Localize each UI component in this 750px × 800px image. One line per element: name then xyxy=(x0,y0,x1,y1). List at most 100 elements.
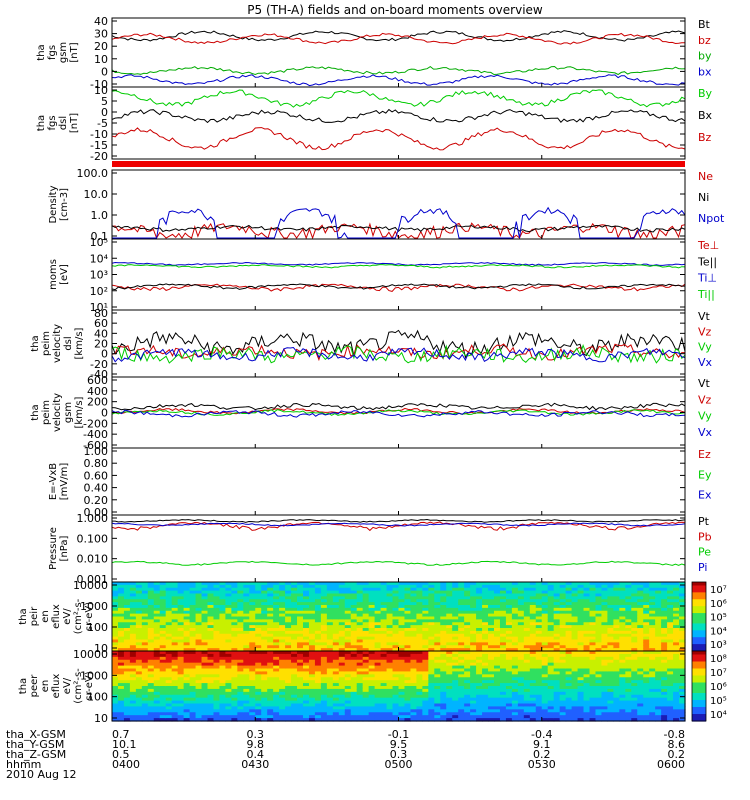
spectrogram-cell xyxy=(165,616,173,620)
spectrogram-cell xyxy=(613,642,620,646)
spectrogram-cell xyxy=(547,625,555,629)
spectrogram-cell xyxy=(422,648,429,652)
spectrogram-cell xyxy=(165,602,173,606)
spectrogram-cell xyxy=(553,648,561,652)
spectrogram-cell xyxy=(141,712,149,716)
spectrogram-cell xyxy=(488,625,495,629)
spectrogram-cell xyxy=(141,628,149,632)
spectrogram-cell xyxy=(404,633,412,638)
spectrogram-cell xyxy=(189,691,197,696)
spectrogram-cell xyxy=(213,613,221,618)
spectrogram-cell xyxy=(303,636,310,641)
spectrogram-cell xyxy=(476,584,483,589)
spectrogram-cell xyxy=(464,651,471,655)
spectrogram-cell xyxy=(231,706,238,710)
spectrogram-cell xyxy=(446,709,453,713)
spectrogram-cell xyxy=(177,674,185,678)
spectrogram-cell xyxy=(416,625,423,629)
spectrogram-cell xyxy=(129,599,137,603)
spectrogram-cell xyxy=(434,645,441,649)
spectrogram-cell xyxy=(386,630,394,635)
spectrogram-cell xyxy=(267,642,274,646)
spectrogram-cell xyxy=(314,683,322,687)
spectrogram-cell xyxy=(595,625,603,629)
spectrogram-cell xyxy=(344,630,352,635)
spectrogram-cell xyxy=(338,706,346,710)
spectrogram-cell xyxy=(482,648,489,652)
spectrogram-cell xyxy=(410,668,418,673)
spectrogram-cell xyxy=(583,619,591,623)
spectrogram-cell xyxy=(308,651,316,655)
spectrogram-cell xyxy=(165,671,173,675)
spectrogram-cell xyxy=(183,703,191,708)
spectrogram-cell xyxy=(541,700,549,705)
spectrogram-cell xyxy=(667,712,674,716)
legend-Npot: Npot xyxy=(698,212,725,225)
spectrogram-cell xyxy=(112,607,119,612)
spectrogram-cell xyxy=(129,677,137,681)
spectrogram-cell xyxy=(398,616,406,620)
legend-Ez: Ez xyxy=(698,448,711,461)
spectrogram-cell xyxy=(613,605,620,609)
spectrogram-cell xyxy=(356,625,364,629)
spectrogram-cell xyxy=(446,613,453,618)
spectrogram-cell xyxy=(303,648,310,652)
spectrogram-cell xyxy=(147,700,155,705)
spectrogram-cell xyxy=(565,602,573,606)
spectrogram-cell xyxy=(565,639,573,643)
spectrogram-cell xyxy=(649,625,656,629)
spectrogram-cell xyxy=(517,584,525,589)
spectrogram-cell xyxy=(123,619,131,623)
spectrogram-cell xyxy=(308,706,316,710)
spectrogram-cell xyxy=(255,648,262,652)
spectrogram-cell xyxy=(601,703,609,708)
spectrogram-cell xyxy=(177,619,185,623)
spectrogram-cell xyxy=(446,607,453,612)
spectrogram-cell xyxy=(523,703,531,708)
spectrogram-cell xyxy=(553,613,561,618)
spectrogram-cell xyxy=(446,706,453,710)
spectrogram-cell xyxy=(303,590,310,595)
spectrogram-cell xyxy=(141,671,149,675)
spectrogram-cell xyxy=(655,596,662,600)
spectrogram-cell xyxy=(171,651,179,655)
spectrogram-cell xyxy=(374,590,382,595)
spectrogram-cell xyxy=(440,642,447,646)
spectrogram-cell xyxy=(380,671,388,675)
spectrogram-cell xyxy=(494,718,501,722)
spectrogram-cell xyxy=(416,671,423,675)
spectrogram-cell xyxy=(458,648,465,652)
spectrogram-cell xyxy=(189,610,197,615)
spectrogram-cell xyxy=(595,596,603,600)
spectrogram-cell xyxy=(392,642,400,646)
spectrogram-cell xyxy=(470,712,477,716)
spectrogram-cell xyxy=(243,671,250,675)
spectrogram-cell xyxy=(643,630,650,635)
spectrogram-cell xyxy=(404,636,412,641)
spectrogram-cell xyxy=(314,665,322,670)
spectrogram-cell xyxy=(434,715,441,719)
spectrogram-cell xyxy=(350,662,358,667)
spectrogram-cell xyxy=(398,587,406,592)
spectrogram-cell xyxy=(565,599,573,603)
spectrogram-cell xyxy=(482,636,489,641)
spectrogram-cell xyxy=(494,668,501,673)
spectrogram-cell xyxy=(505,605,513,609)
spectrogram-cell xyxy=(303,602,310,606)
spectrogram-cell xyxy=(655,662,662,667)
footer-value: 0.7 xyxy=(112,728,130,741)
spectrogram-cell xyxy=(488,688,495,693)
spectrogram-cell xyxy=(141,700,149,705)
spectrogram-cell xyxy=(243,653,250,658)
spectrogram-cell xyxy=(344,674,352,678)
spectrogram-cell xyxy=(243,665,250,670)
spectrogram-cell xyxy=(470,645,477,649)
spectrogram-cell xyxy=(374,607,382,612)
spectrogram-cell xyxy=(386,671,394,675)
spectrogram-cell xyxy=(303,659,310,664)
spectrogram-cell xyxy=(631,602,638,606)
spectrogram-cell xyxy=(183,659,191,664)
spectrogram-cell xyxy=(189,665,197,670)
spectrogram-cell xyxy=(458,616,465,620)
spectrogram-cell xyxy=(649,593,656,597)
